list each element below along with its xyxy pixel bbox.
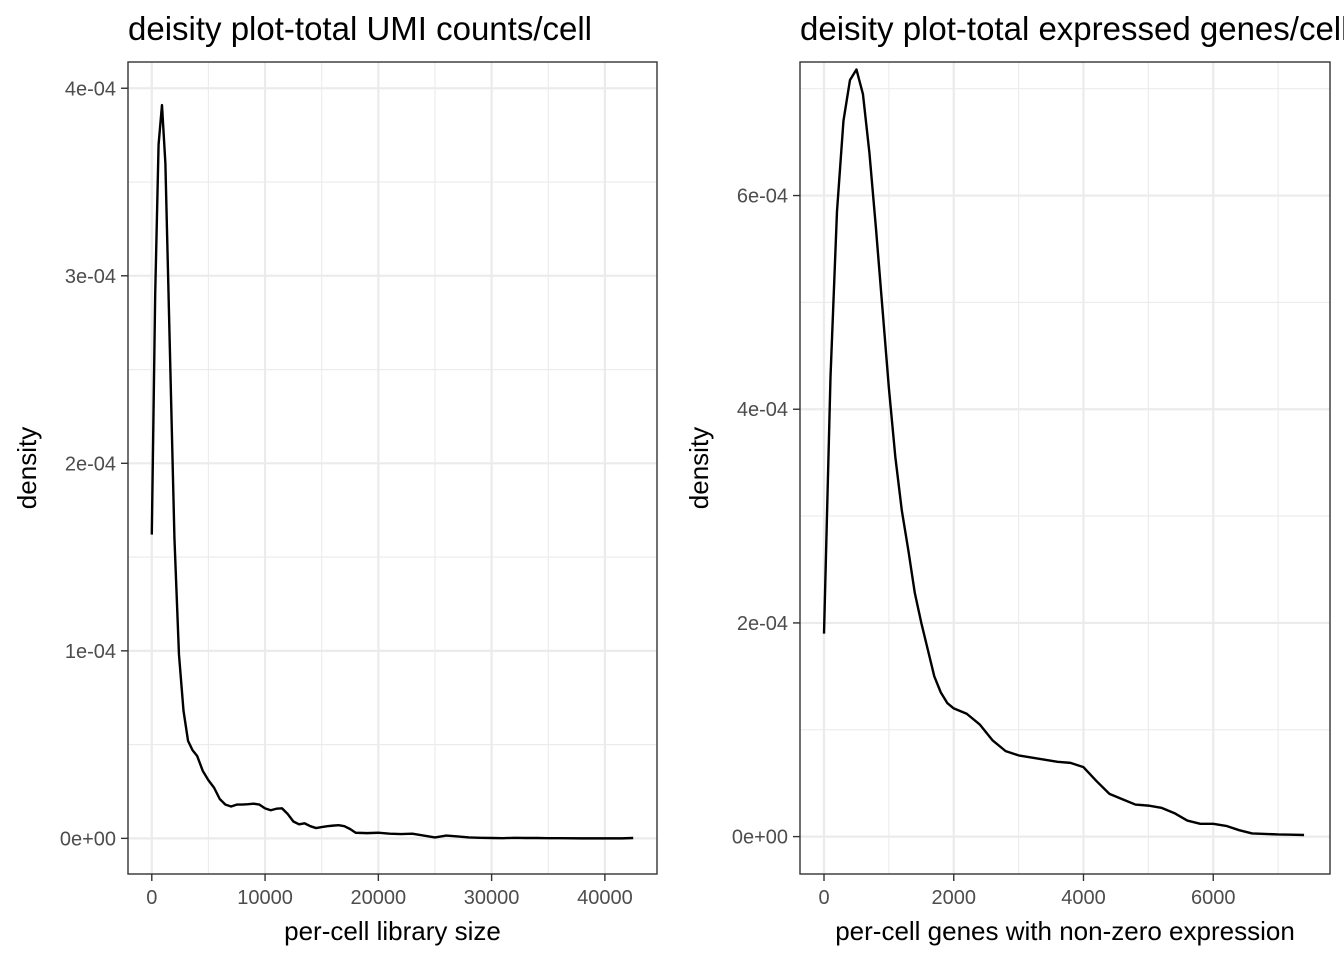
- umi-x-tick-label: 10000: [237, 887, 293, 909]
- genes-y-tick-label: 2e-04: [737, 613, 788, 635]
- genes-x-tick-label: 0: [818, 887, 829, 909]
- umi-x-tick-label: 0: [146, 887, 157, 909]
- umi-y-axis-title: density: [12, 427, 42, 509]
- umi-y-tick-label: 1e-04: [65, 641, 116, 663]
- genes-y-tick-label: 6e-04: [737, 186, 788, 208]
- umi-y-tick-label: 4e-04: [65, 78, 116, 100]
- umi-panel-border: [127, 61, 658, 875]
- genes-x-tick-label: 6000: [1191, 887, 1236, 909]
- genes-density-curve: [822, 68, 1305, 837]
- genes-density-panel: deisity plot-total expressed genes/cell …: [684, 10, 1344, 946]
- umi-y-tick-label: 0e+00: [60, 828, 116, 850]
- genes-y-tick-label: 4e-04: [737, 399, 788, 421]
- genes-panel-border: [799, 61, 1331, 875]
- genes-y-axis-title: density: [684, 427, 714, 509]
- umi-y-tick-label: 2e-04: [65, 453, 116, 475]
- umi-density-curve: [150, 103, 634, 840]
- genes-x-tick-label: 4000: [1061, 887, 1106, 909]
- umi-chart-title: deisity plot-total UMI counts/cell: [128, 10, 592, 47]
- genes-x-tick-label: 2000: [931, 887, 976, 909]
- genes-y-tick-label: 0e+00: [732, 827, 788, 849]
- genes-x-axis-title: per-cell genes with non-zero expression: [835, 916, 1295, 946]
- umi-x-tick-label: 30000: [464, 887, 520, 909]
- umi-y-tick-label: 3e-04: [65, 266, 116, 288]
- genes-chart-title: deisity plot-total expressed genes/cell: [800, 10, 1344, 47]
- umi-density-panel: deisity plot-total UMI counts/cell 0 1000…: [12, 10, 658, 946]
- umi-x-tick-label: 20000: [351, 887, 407, 909]
- umi-x-axis-title: per-cell library size: [284, 916, 501, 946]
- umi-x-tick-label: 40000: [577, 887, 633, 909]
